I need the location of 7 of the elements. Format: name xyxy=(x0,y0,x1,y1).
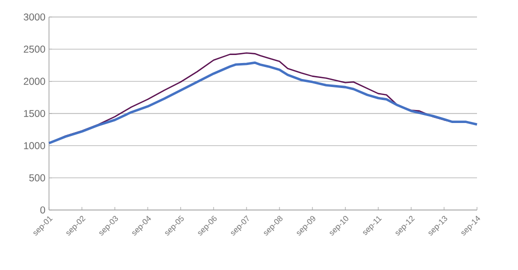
y-tick-label: 1000 xyxy=(24,142,46,150)
y-tick-label: 2500 xyxy=(24,46,46,53)
y-tick-label: 0 xyxy=(40,206,46,214)
y-tick-label: 500 xyxy=(29,174,46,182)
y-tick-label: 3000 xyxy=(24,13,46,21)
y-tick-label: 1500 xyxy=(24,110,46,118)
y-tick-label: 2000 xyxy=(24,78,46,85)
